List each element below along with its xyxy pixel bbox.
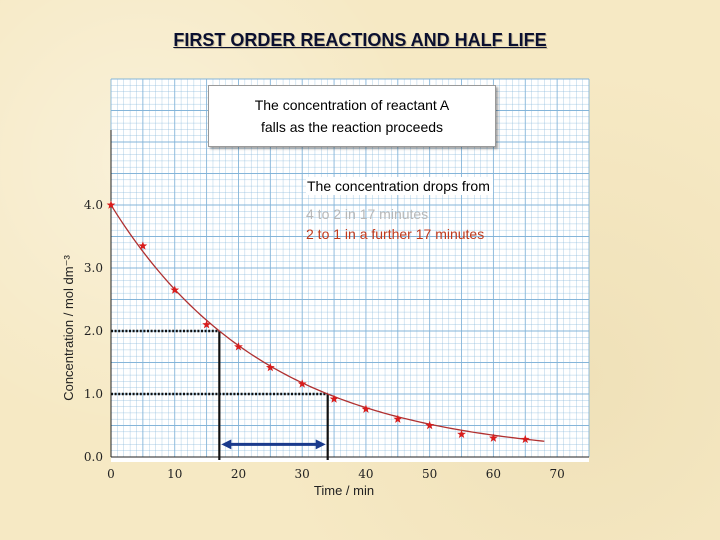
data-point xyxy=(170,285,180,294)
x-tick-label: 70 xyxy=(549,467,564,481)
x-tick-label: 0 xyxy=(107,467,115,481)
x-tick-label: 60 xyxy=(486,467,501,481)
data-point xyxy=(520,434,530,444)
y-tick-label: 2.0 xyxy=(84,324,103,338)
half-life-guides xyxy=(111,329,329,460)
concentration-drop-note: The concentration drops from xyxy=(306,177,493,195)
second-half-life-note: 2 to 1 in a further 17 minutes xyxy=(306,226,485,242)
data-points xyxy=(106,200,530,444)
data-point xyxy=(202,320,211,329)
chart-axes xyxy=(110,130,589,458)
x-tick-label: 40 xyxy=(358,467,373,481)
data-point xyxy=(361,404,371,413)
slide-title: FIRST ORDER REACTIONS AND HALF LIFE xyxy=(173,30,547,50)
chart-grid xyxy=(110,78,590,458)
reactant-callout: The concentration of reactant A falls as… xyxy=(208,85,496,147)
y-axis-label: Concentration / mol dm⁻³ xyxy=(61,255,76,401)
x-tick-label: 20 xyxy=(231,467,246,481)
x-tick-label: 50 xyxy=(422,467,437,481)
x-axis-label: Time / min xyxy=(314,483,374,498)
callout-line-2: falls as the reaction proceeds xyxy=(260,119,444,135)
y-tick-label: 3.0 xyxy=(84,261,103,275)
data-point xyxy=(393,414,403,423)
data-point xyxy=(138,241,148,250)
y-tick-label: 4.0 xyxy=(84,198,103,212)
x-tick-label: 10 xyxy=(167,467,182,481)
x-tick-label: 30 xyxy=(295,467,310,481)
data-point xyxy=(297,379,307,388)
data-point xyxy=(234,342,243,351)
data-point xyxy=(329,394,339,403)
y-tick-label: 1.0 xyxy=(84,387,103,401)
data-point xyxy=(106,200,116,209)
callout-line-1: The concentration of reactant A xyxy=(254,97,450,113)
first-half-life-note: 4 to 2 in 17 minutes xyxy=(306,206,429,222)
half-life-arrow-head-right xyxy=(315,439,326,450)
data-point xyxy=(457,429,466,439)
half-life-arrow-head-left xyxy=(221,439,232,450)
y-tick-label: 0.0 xyxy=(84,450,103,464)
data-point xyxy=(425,420,435,430)
decay-curve xyxy=(110,204,545,442)
tick-labels: 0 10 20 30 40 50 60 70 0.0 1.0 2.0 3.0 4.0 xyxy=(84,198,565,481)
data-point xyxy=(265,362,275,372)
data-point xyxy=(489,433,498,442)
